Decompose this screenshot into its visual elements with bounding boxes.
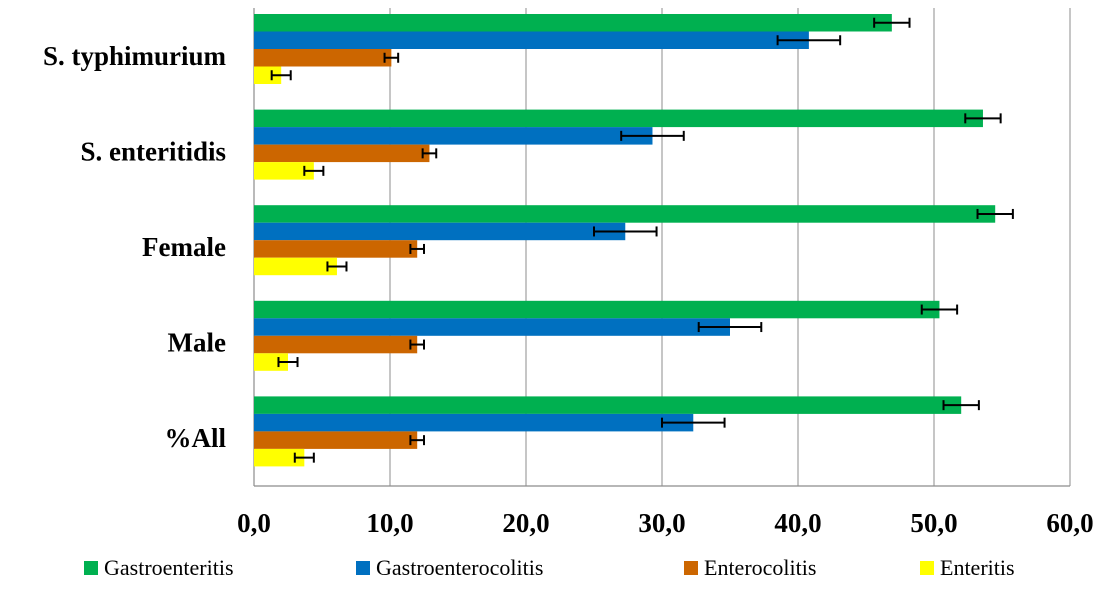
bar — [254, 222, 626, 241]
bar — [254, 318, 730, 336]
legend-label: Enterocolitis — [704, 555, 816, 580]
x-tick-label: 20,0 — [502, 508, 549, 538]
category-label: Male — [168, 328, 226, 358]
legend-label: Gastroenteritis — [104, 555, 234, 580]
bar — [254, 14, 892, 32]
bar — [254, 431, 418, 449]
category-label: S. enteritidis — [81, 136, 227, 166]
x-tick-label: 40,0 — [774, 508, 821, 538]
bar — [254, 144, 430, 163]
bar — [254, 335, 418, 354]
x-tick-label: 0,0 — [237, 508, 271, 538]
x-tick-label: 50,0 — [910, 508, 957, 538]
legend-label: Gastroenterocolitis — [376, 555, 543, 580]
bar — [254, 353, 288, 371]
category-label: S. typhimurium — [43, 41, 227, 71]
category-label: Female — [142, 232, 226, 262]
x-tick-label: 10,0 — [366, 508, 413, 538]
legend-label: Enteritis — [940, 555, 1015, 580]
bar — [254, 49, 392, 67]
bar — [254, 66, 282, 84]
bar — [254, 162, 314, 180]
bar — [254, 31, 809, 49]
x-tick-label: 60,0 — [1046, 508, 1093, 538]
bar — [254, 127, 653, 145]
bar — [254, 109, 983, 128]
bar — [254, 257, 337, 276]
bar — [254, 300, 940, 319]
category-label: %All — [164, 423, 226, 453]
legend-swatch — [920, 561, 934, 575]
bar — [254, 240, 418, 258]
bar — [254, 396, 962, 414]
legend-swatch — [84, 561, 98, 575]
bar — [254, 413, 694, 432]
legend-swatch — [684, 561, 698, 575]
legend-swatch — [356, 561, 370, 575]
x-tick-label: 30,0 — [638, 508, 685, 538]
bar — [254, 205, 996, 223]
bar — [254, 448, 305, 467]
